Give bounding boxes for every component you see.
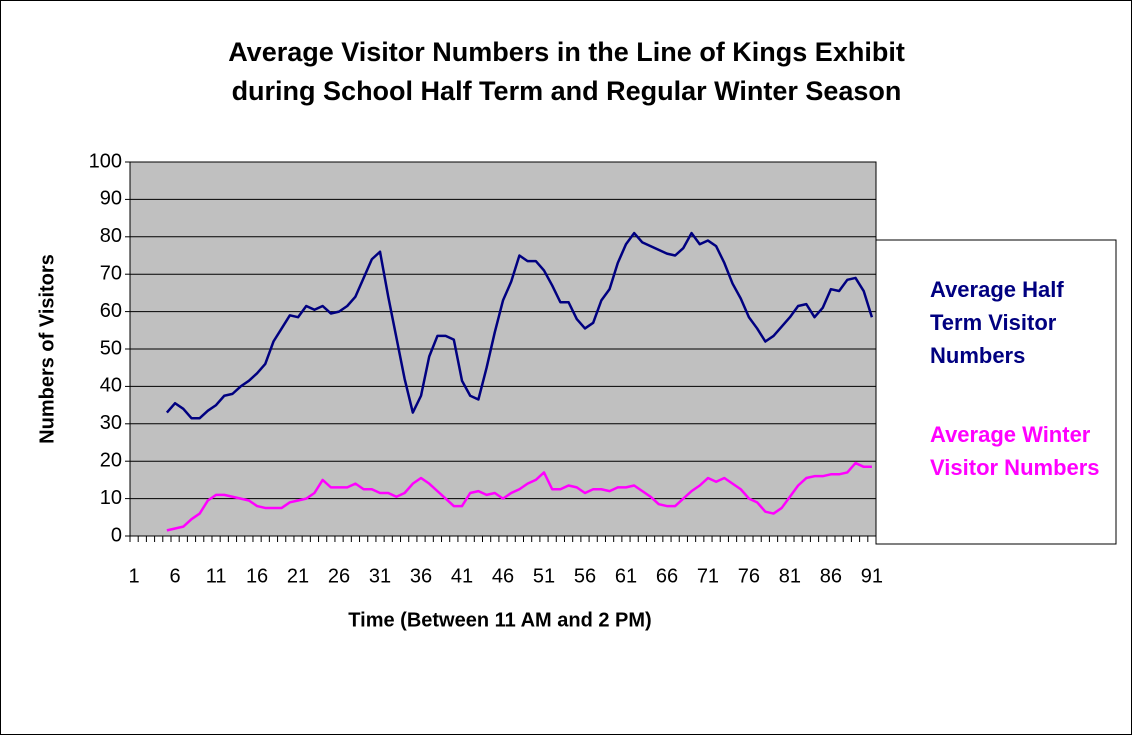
x-tick-label: 56	[574, 565, 596, 587]
y-tick-label: 40	[100, 375, 122, 397]
x-tick-label: 86	[820, 565, 842, 587]
x-tick-label: 6	[170, 565, 181, 587]
y-tick-label: 50	[100, 337, 122, 359]
x-axis-label: Time (Between 11 AM and 2 PM)	[348, 609, 651, 631]
y-tick-label: 20	[100, 449, 122, 471]
x-tick-label: 66	[656, 565, 678, 587]
y-tick-label: 30	[100, 412, 122, 434]
y-axis-label: Numbers of Visitors	[36, 254, 58, 444]
x-tick-label: 21	[287, 565, 309, 587]
x-tick-label: 81	[779, 565, 801, 587]
y-tick-label: 10	[100, 487, 122, 509]
x-tick-label: 76	[738, 565, 760, 587]
x-tick-label: 31	[369, 565, 391, 587]
y-tick-label: 60	[100, 300, 122, 322]
series-line	[165, 231, 874, 420]
x-tick-label: 11	[206, 565, 227, 587]
x-tick-label: 16	[246, 565, 268, 587]
x-tick-label: 61	[615, 565, 637, 587]
chart-title: Average Visitor Numbers in the Line of K…	[228, 37, 905, 67]
x-tick-label: 71	[697, 565, 719, 587]
series-line	[166, 461, 872, 532]
x-tick-label: 1	[129, 565, 140, 587]
y-tick-label: 80	[100, 225, 122, 247]
x-tick-label: 51	[533, 565, 555, 587]
x-tick-label: 91	[861, 565, 883, 587]
x-tick-label: 46	[492, 565, 514, 587]
y-tick-label: 100	[89, 150, 122, 172]
x-tick-label: 26	[328, 565, 350, 587]
y-tick-label: 0	[111, 524, 122, 546]
chart-title: during School Half Term and Regular Wint…	[231, 76, 902, 106]
legend-entry: Average Winter Visitor Numbers	[930, 422, 1100, 480]
x-tick-label: 41	[451, 565, 473, 587]
y-tick-label: 70	[100, 262, 122, 284]
y-tick-label: 90	[100, 188, 122, 210]
legend-box	[875, 239, 1117, 545]
legend-entry: Average Half Term Visitor Numbers	[930, 277, 1064, 368]
x-tick-label: 36	[410, 565, 432, 587]
